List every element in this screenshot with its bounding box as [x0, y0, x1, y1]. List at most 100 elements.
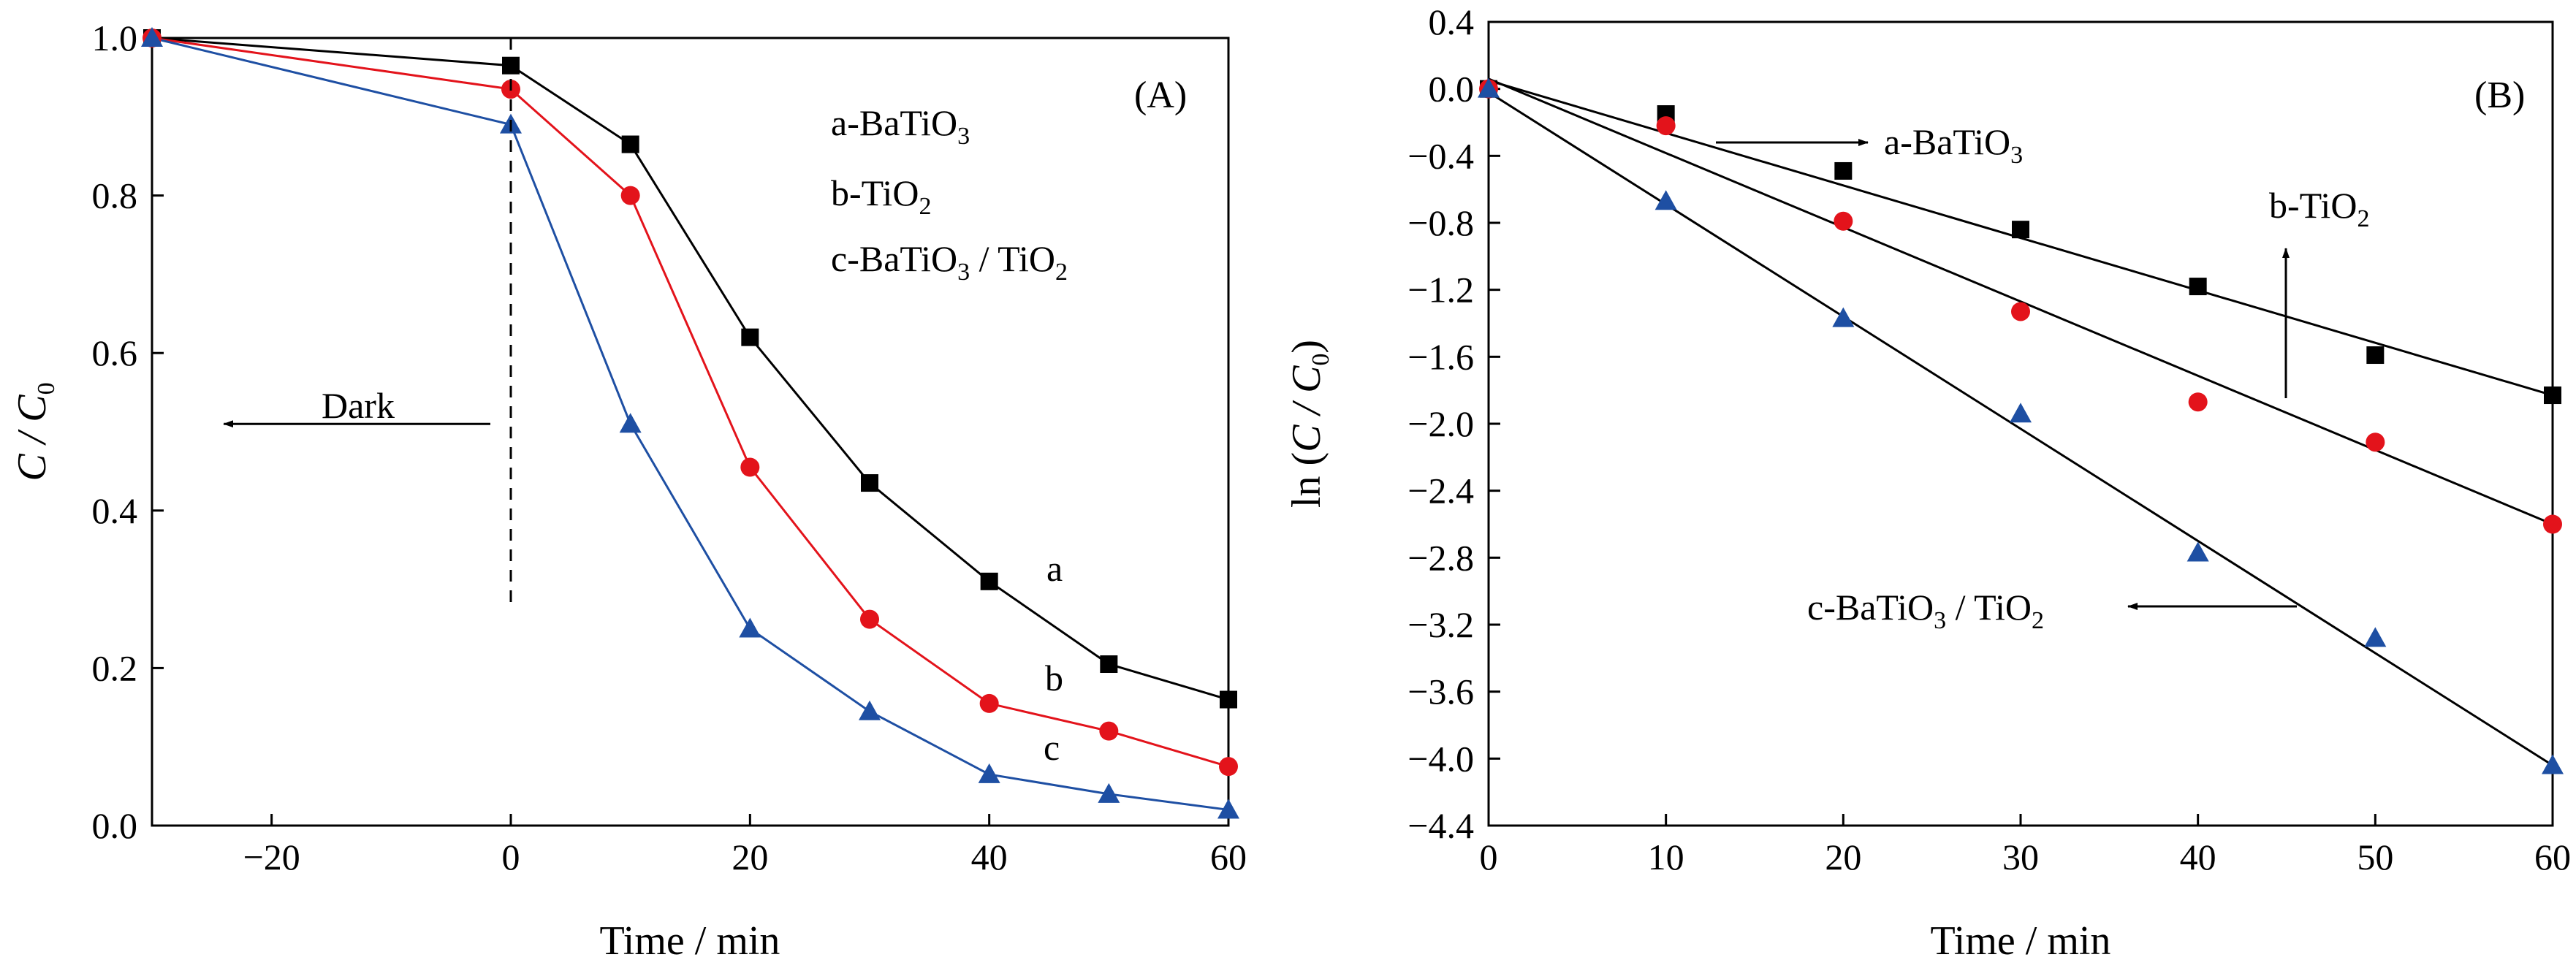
data-point-b [740, 457, 760, 477]
legend-b-text: b-TiO [831, 172, 919, 213]
y-label-a-main: C / C [10, 395, 55, 481]
y-axis-label-b: ln (C / C0) [1284, 340, 1334, 508]
y-tick-label-b: −0.4 [1407, 135, 1474, 176]
y-axis-label-a: C / C0 [10, 382, 60, 481]
series-label-b: b [1045, 658, 1063, 698]
series-line-b [151, 37, 1229, 768]
legend-c-tail: / TiO [970, 238, 1055, 279]
y-label-b-suffix: ) [1284, 340, 1329, 354]
annot-c-sub: 3 [1934, 607, 1946, 634]
x-tick-label-a: 60 [1210, 837, 1247, 877]
y-tick-label-a: 0.0 [92, 805, 138, 846]
annotation-c: c-BaTiO3 / TiO2 [1807, 587, 2044, 634]
data-point-b [979, 693, 999, 713]
series-label-c: c [1044, 727, 1060, 768]
data-point-c [2186, 541, 2209, 562]
data-point-b [1834, 211, 1853, 231]
x-tick-label-b: 60 [2534, 837, 2571, 877]
x-axis-label-a: Time / min [600, 918, 780, 960]
x-tick-label-a: 20 [732, 837, 768, 877]
x-tick-label-b: 10 [1648, 837, 1684, 877]
data-point-c [978, 763, 1000, 783]
x-tick-label-a: −20 [243, 837, 300, 877]
data-point-a [2012, 221, 2029, 239]
annot-b-text: b-TiO [2269, 185, 2357, 226]
data-point-c [2010, 403, 2032, 423]
y-tick-label-a: 0.6 [92, 332, 138, 373]
data-point-b [2366, 433, 2385, 452]
y-label-a-sub: 0 [33, 382, 60, 395]
chart-panel-b: 0 10 20 30 40 50 600.40.0−0.4−0.8−1.2−1.6−2.0−… [1284, 1, 2571, 960]
series-line-c [151, 37, 1229, 811]
legend-a-sub: 3 [957, 123, 970, 150]
x-axis-label-b: Time / min [1931, 918, 2111, 960]
data-point-a [2366, 346, 2385, 365]
y-tick-label-b: −3.6 [1407, 671, 1474, 712]
legend-entry-b: b-TiO2 [831, 172, 931, 220]
data-point-b [1656, 116, 1676, 136]
axis-ticks-b: 0 10 20 30 40 50 60 0.4 0.0 −0.4 −0.8 −1.2 −1.6 −2.0 −… [1407, 1, 2571, 877]
data-point-c [739, 617, 761, 638]
data-point-a [1100, 655, 1118, 674]
panel-label-b: (B) [2474, 75, 2525, 116]
legend-c-text: c-BaTiO [831, 238, 957, 279]
y-label-b-main: C / C [1284, 365, 1329, 452]
series-markers-b [1478, 77, 2564, 774]
x-tick-label-b: 20 [1825, 837, 1861, 877]
legend-entry-a: a-BaTiO3 [831, 102, 970, 150]
series-line-a [151, 37, 1229, 701]
data-point-a [1834, 161, 1853, 180]
y-tick-label-b: −2.8 [1407, 537, 1474, 578]
x-tick-label-b: 30 [2002, 837, 2039, 877]
y-tick-label-b: −1.2 [1407, 270, 1474, 311]
data-point-a [2189, 278, 2207, 296]
y-tick-label-b: −4.4 [1407, 805, 1474, 846]
axis-ticks-a: −20 0 20 40 60 0.0 0.2 0.4 0.6 0.8 1.0 [92, 18, 1247, 877]
x-tick-label-b: 0 [1480, 837, 1498, 877]
data-point-a [2544, 386, 2561, 405]
x-tick-label-b: 40 [2180, 837, 2216, 877]
data-point-b [2543, 514, 2562, 534]
annot-c-tail-sub: 2 [2032, 607, 2044, 634]
data-point-a [741, 328, 759, 346]
data-point-c [141, 27, 163, 47]
y-tick-label-b: 0.4 [1429, 1, 1475, 42]
data-point-c [2542, 754, 2564, 774]
annotation-a: a-BaTiO3 [1884, 121, 2023, 169]
y-tick-label-b: 0.0 [1429, 69, 1475, 110]
y-tick-label-a: 0.8 [92, 175, 138, 216]
chart-panel-a: −20 0 20 40 600.00.20.40.60.81.0 Dark (A) a-… [10, 18, 1247, 960]
series-label-a: a [1046, 548, 1063, 589]
y-tick-label-b: −0.8 [1407, 202, 1474, 243]
data-point-c [1217, 799, 1239, 819]
plot-frame-a [151, 37, 1230, 827]
data-point-b [860, 609, 879, 629]
y-label-b-sub: 0 [1307, 354, 1334, 366]
x-tick-label-b: 50 [2357, 837, 2393, 877]
y-tick-label-a: 0.4 [92, 490, 138, 531]
data-point-a [1220, 690, 1237, 709]
y-tick-label-b: −3.2 [1407, 604, 1474, 645]
legend-b-sub: 2 [919, 193, 931, 220]
x-tick-label-a: 40 [971, 837, 1008, 877]
legend-a-text: a-BaTiO [831, 102, 957, 143]
y-tick-label-b: −1.6 [1407, 336, 1474, 377]
legend-c-sub: 3 [957, 259, 970, 286]
data-point-c [859, 700, 881, 720]
fit-line-c [1488, 91, 2553, 766]
dark-label: Dark [322, 385, 395, 426]
y-tick-label-a: 1.0 [92, 18, 138, 58]
y-tick-label-a: 0.2 [92, 647, 138, 688]
data-point-a [861, 474, 878, 492]
data-point-c [1654, 190, 1677, 210]
data-point-a [980, 572, 998, 590]
data-point-c [2364, 627, 2387, 647]
annot-c-tail: / TiO [1946, 587, 2032, 628]
data-point-a [621, 135, 639, 153]
annot-c-text: c-BaTiO [1807, 587, 1934, 628]
annot-a-sub: 3 [2010, 142, 2023, 169]
data-point-b [1099, 721, 1119, 741]
annot-b-sub: 2 [2357, 205, 2369, 232]
series-markers-a [141, 27, 1239, 819]
